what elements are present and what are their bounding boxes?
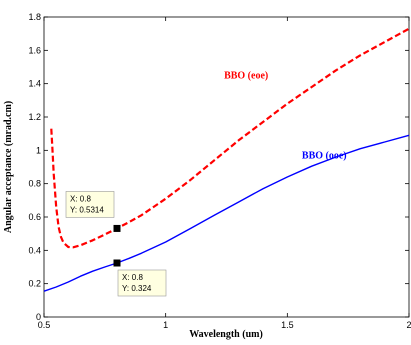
series-line-bbo-eoe — [50, 27, 410, 249]
y-tick-label: 1.4 — [28, 79, 41, 89]
datatip-marker — [113, 259, 121, 267]
y-tick-label: 0.2 — [28, 279, 41, 289]
x-tick-label: 0.5 — [38, 320, 51, 330]
series-label: BBO (ooe) — [302, 151, 347, 162]
y-tick-label: 0.8 — [28, 179, 41, 189]
y-tick-label: 0.6 — [28, 212, 41, 222]
plot-area — [43, 16, 410, 318]
datatip-y-text: Y: 0.5314 — [70, 205, 104, 214]
x-tick-label: 1 — [163, 320, 168, 330]
datatip-box — [65, 191, 115, 218]
datatip-box — [117, 269, 167, 297]
datatip-x-text: X: 0.8 — [70, 194, 91, 203]
x-tick-label: 1.5 — [281, 320, 294, 330]
y-tick-label: 0.4 — [28, 245, 41, 255]
series-line-bbo-ooe — [43, 134, 410, 292]
y-tick-label: 1.2 — [28, 112, 41, 122]
datatip-x-text: X: 0.8 — [122, 273, 143, 282]
y-tick-label: 1.8 — [28, 12, 41, 22]
y-tick-label: 1 — [36, 145, 41, 155]
y-axis-title: Angular acceptance (mrad.cm) — [3, 101, 14, 233]
datatip-marker — [113, 224, 121, 232]
x-axis-title: Wavelength (um) — [189, 329, 263, 340]
y-tick-label: 1.6 — [28, 45, 41, 55]
series-label: BBO (eoe) — [224, 71, 268, 82]
x-tick-label: 2 — [406, 320, 411, 330]
y-tick-label: 0 — [36, 312, 41, 322]
datatip-y-text: Y: 0.324 — [122, 284, 152, 293]
